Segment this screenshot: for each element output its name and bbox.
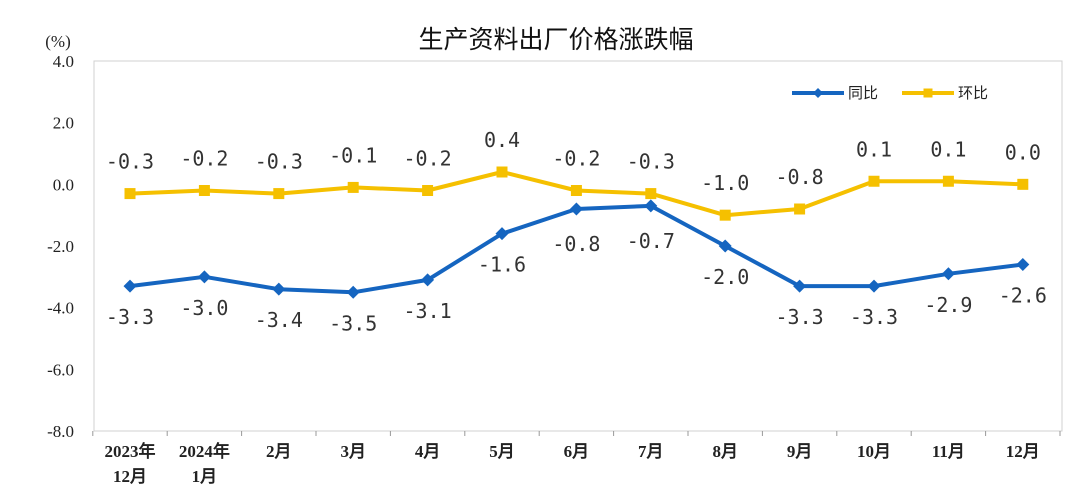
data-point: [421, 273, 435, 287]
data-point: [719, 209, 731, 221]
legend-label: 同比: [848, 84, 878, 102]
x-tick-label: 10月: [857, 442, 891, 461]
data-point: [495, 227, 509, 241]
data-label-mom: -0.8: [776, 165, 824, 189]
data-label-mom: 0.0: [1005, 140, 1041, 164]
data-label-mom: -0.3: [627, 150, 675, 174]
x-tick-label: 4月: [415, 442, 441, 461]
y-tick-label: -4.0: [47, 299, 74, 318]
data-label-mom: -0.2: [404, 147, 452, 171]
data-label-mom: 0.4: [484, 128, 520, 152]
y-tick-label: 2.0: [53, 114, 74, 133]
legend-label: 环比: [958, 84, 988, 102]
data-point: [942, 175, 954, 187]
data-label-mom: -0.3: [106, 150, 154, 174]
x-tick-label: 7月: [638, 442, 664, 461]
x-tick-label: 2月: [266, 442, 292, 461]
data-point: [124, 188, 136, 200]
x-tick-label: 1月: [192, 467, 218, 486]
data-label-mom: -1.0: [701, 171, 749, 195]
y-tick-label: 0.0: [53, 175, 74, 194]
data-label-mom: 0.1: [856, 137, 892, 161]
data-point: [868, 175, 880, 187]
data-point: [794, 203, 806, 215]
data-label-mom: -0.2: [552, 147, 600, 171]
x-tick-label: 3月: [340, 442, 366, 461]
x-tick-label: 8月: [712, 442, 738, 461]
data-point: [645, 188, 657, 200]
y-tick-label: -6.0: [47, 360, 74, 379]
x-tick-label: 12月: [1006, 442, 1040, 461]
x-tick-label: 12月: [113, 467, 147, 486]
data-point: [197, 270, 211, 284]
x-tick-label: 11月: [932, 442, 965, 461]
data-label-yoy: -3.0: [180, 296, 228, 320]
legend: 同比 环比: [792, 84, 988, 102]
axes: 4.0 2.0 0.0 -2.0 -4.0 -6.0 -8.0 2023年 12月 2024年 1月…: [47, 52, 1061, 486]
data-label-yoy: -3.5: [329, 311, 377, 335]
chart-title: 生产资料出厂价格涨跌幅: [418, 25, 693, 54]
legend-marker: [813, 88, 823, 98]
data-point: [569, 202, 583, 216]
data-labels: -3.3 -3.0 -3.4 -3.5 -3.1 -1.6 -0.8 -0.7 -2.0 -3.3…: [106, 128, 1047, 335]
data-point: [123, 279, 137, 293]
y-tick-label: -2.0: [47, 237, 74, 256]
data-label-yoy: -2.0: [701, 265, 749, 289]
data-point: [346, 285, 360, 299]
data-label-yoy: -3.3: [850, 305, 898, 329]
legend-marker: [923, 88, 933, 98]
y-tick-label: 4.0: [53, 52, 74, 71]
data-label-yoy: -3.1: [404, 299, 452, 323]
y-tick-label: -8.0: [47, 422, 74, 441]
data-label-yoy: -3.3: [776, 305, 824, 329]
data-point: [644, 199, 658, 213]
data-point: [422, 185, 434, 196]
data-label-yoy: -2.6: [999, 284, 1047, 308]
data-label-yoy: -2.9: [924, 293, 972, 317]
data-label-yoy: -0.8: [552, 232, 600, 256]
data-point: [718, 239, 732, 253]
data-point: [570, 185, 582, 196]
x-tick-label: 9月: [787, 442, 813, 461]
x-tick-label: 2023年: [105, 441, 156, 461]
data-point: [1017, 178, 1029, 190]
data-point: [496, 166, 508, 178]
data-point: [1016, 258, 1030, 271]
x-tick-label: 2024年: [179, 441, 230, 461]
plot-area: [93, 60, 1063, 432]
data-label-mom: -0.2: [180, 147, 228, 171]
x-tick-label: 5月: [489, 442, 515, 461]
series-layer: [123, 166, 1030, 299]
data-point: [793, 279, 807, 293]
data-point: [272, 282, 286, 296]
data-label-mom: -0.3: [255, 150, 303, 174]
data-label-yoy: -3.3: [106, 305, 154, 329]
data-point: [198, 185, 210, 196]
data-label-mom: 0.1: [930, 137, 966, 161]
y-axis-unit: (%): [45, 32, 70, 51]
x-tick-label: 6月: [564, 442, 590, 461]
data-label-yoy: -1.6: [478, 253, 526, 277]
data-point: [347, 181, 359, 193]
data-label-yoy: -0.7: [627, 229, 675, 253]
data-label-yoy: -3.4: [255, 308, 303, 332]
data-point: [867, 279, 881, 293]
data-point: [941, 267, 955, 281]
data-point: [273, 188, 285, 200]
data-label-mom: -0.1: [329, 143, 377, 167]
